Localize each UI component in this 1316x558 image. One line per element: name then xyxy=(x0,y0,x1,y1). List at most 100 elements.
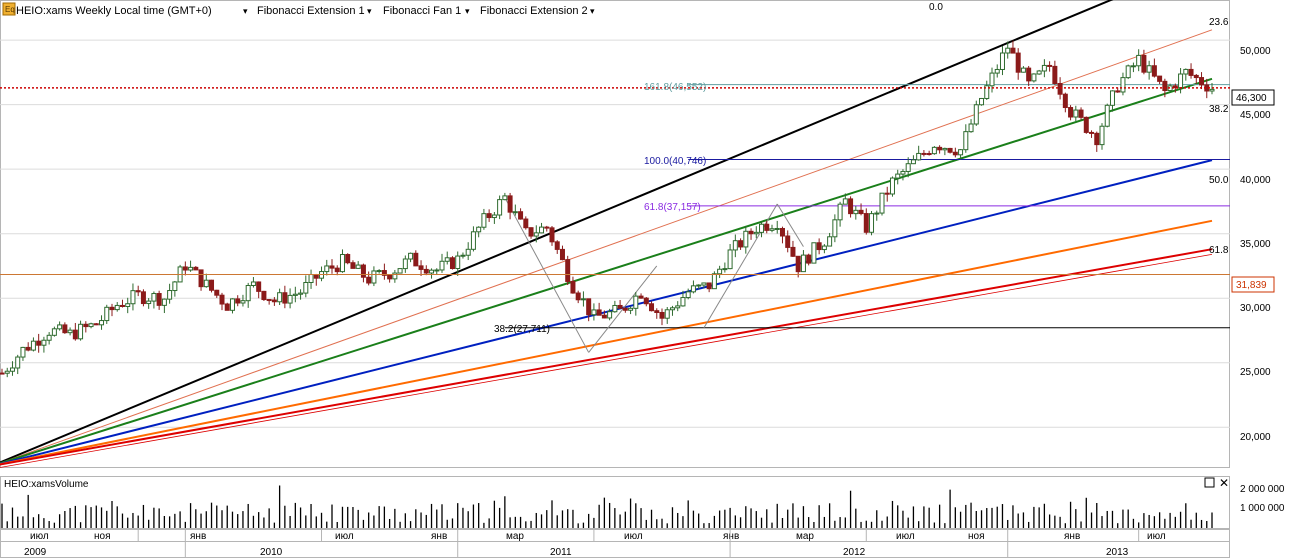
candle-body xyxy=(926,153,932,156)
candle-body xyxy=(261,290,267,301)
candle-body xyxy=(1015,52,1021,73)
candle-body xyxy=(528,227,534,237)
year-label: 2010 xyxy=(260,547,283,558)
candle-body xyxy=(601,314,607,319)
candle-body xyxy=(680,297,686,307)
fan-618-label: 61.8 xyxy=(1209,245,1229,256)
candle-body xyxy=(717,268,723,275)
menu-fibonacci-extension-1[interactable]: Fibonacci Extension 1 xyxy=(257,5,365,17)
candle-body xyxy=(481,213,487,228)
candle-body xyxy=(214,289,220,296)
candle-body xyxy=(533,232,539,237)
month-label: июл xyxy=(335,531,354,542)
candle-body xyxy=(774,227,780,230)
candle-body xyxy=(811,242,817,264)
price-tick: 25,000 xyxy=(1240,367,1271,378)
candle-body xyxy=(1026,67,1032,82)
candle-body xyxy=(182,266,188,271)
fan-line-23.6 xyxy=(0,29,1213,464)
horizontal-line-price-tag: 31,839 xyxy=(1231,276,1275,293)
candle-body xyxy=(392,272,398,280)
close-icon[interactable]: ✕ xyxy=(1219,476,1229,490)
month-label: июл xyxy=(624,531,643,542)
candle-body xyxy=(51,328,57,336)
candle-body xyxy=(209,279,215,291)
month-label: ноя xyxy=(968,531,985,542)
candle-body xyxy=(460,254,466,257)
candle-body xyxy=(256,281,262,292)
year-label: 2011 xyxy=(550,547,572,558)
candle-body xyxy=(1036,70,1042,75)
candle-body xyxy=(607,311,613,319)
fan-50-label: 50.0 xyxy=(1209,175,1229,186)
candle-body xyxy=(1078,109,1084,118)
year-label: 2009 xyxy=(24,547,47,558)
candle-body xyxy=(1047,64,1053,67)
candle-body xyxy=(161,298,167,306)
candle-body xyxy=(271,299,277,303)
candle-body xyxy=(387,274,393,280)
fan-line-38.2 xyxy=(0,77,1213,465)
candle-body xyxy=(413,252,419,267)
candle-body xyxy=(549,227,555,243)
candle-body xyxy=(9,367,15,372)
candle-body xyxy=(156,293,162,306)
menu-fibonacci-fan-1[interactable]: Fibonacci Fan 1 xyxy=(383,5,461,17)
current-price-tag: 46,300 xyxy=(1231,89,1275,106)
candle-body xyxy=(711,273,717,290)
candle-body xyxy=(806,254,812,264)
candle-body xyxy=(282,292,288,304)
month-label: мар xyxy=(796,531,814,542)
candle-body xyxy=(151,293,157,302)
candle-body xyxy=(439,260,445,271)
maximize-icon[interactable] xyxy=(1204,477,1215,488)
candle-body xyxy=(984,85,990,99)
chevron-down-icon[interactable]: ▾ xyxy=(367,6,372,16)
candle-body xyxy=(229,298,235,311)
chevron-down-icon[interactable]: ▾ xyxy=(590,6,595,16)
candle-body xyxy=(759,223,765,233)
candle-body xyxy=(675,305,681,309)
chart-title[interactable]: HEIO:xams Weekly Local time (GMT+0) xyxy=(16,5,212,17)
month-label: янв xyxy=(431,531,447,542)
candle-body xyxy=(277,292,283,303)
candle-body xyxy=(764,223,770,231)
candle-body xyxy=(931,146,937,155)
candle-body xyxy=(507,195,513,213)
candle-body xyxy=(910,159,916,165)
candle-body xyxy=(0,372,5,375)
candle-body xyxy=(360,264,366,278)
year-label: 2012 xyxy=(843,547,866,558)
fan-line-100-inner xyxy=(0,253,1213,468)
chevron-down-icon[interactable]: ▾ xyxy=(465,6,470,16)
candle-body xyxy=(565,259,571,282)
candle-body xyxy=(423,268,429,274)
candle-body xyxy=(1109,90,1115,106)
candle-body xyxy=(994,68,1000,74)
candle-body xyxy=(78,323,84,340)
candle-body xyxy=(418,265,424,270)
candle-body xyxy=(1099,125,1105,146)
candle-body xyxy=(1157,75,1163,82)
candle-body xyxy=(732,240,738,251)
candle-body xyxy=(491,214,497,219)
candle-body xyxy=(837,203,843,221)
candle-body xyxy=(46,334,52,341)
candle-body xyxy=(235,298,241,304)
candle-body xyxy=(900,170,906,175)
chevron-down-icon[interactable]: ▾ xyxy=(243,6,248,16)
candle-body xyxy=(889,177,895,195)
time-axis: июл ноя янв июл янв мар июл янв мар июл … xyxy=(24,531,1166,558)
candle-body xyxy=(408,252,414,260)
fib-ret-382-label: 38.2(27,711) xyxy=(494,324,550,335)
candle-body xyxy=(1052,65,1058,85)
candle-body xyxy=(62,324,68,334)
candle-body xyxy=(1172,85,1178,89)
chart-menu-icon[interactable] xyxy=(2,2,16,16)
candle-body xyxy=(298,292,304,295)
candle-body xyxy=(785,235,791,248)
candle-body xyxy=(1188,68,1194,76)
candle-body xyxy=(643,297,649,305)
menu-fibonacci-extension-2[interactable]: Fibonacci Extension 2 xyxy=(480,5,588,17)
